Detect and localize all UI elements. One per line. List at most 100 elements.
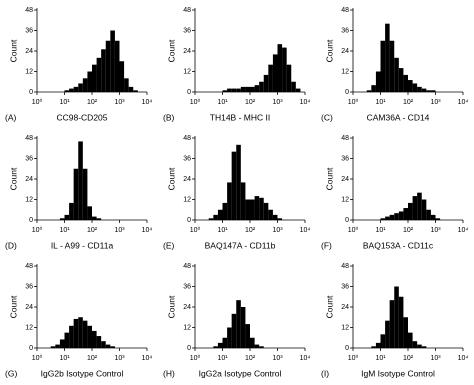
histogram-bar	[282, 47, 287, 92]
y-tick-label: 24	[183, 176, 191, 183]
x-tick-label: 10²	[245, 227, 256, 234]
histogram-bar	[254, 344, 260, 348]
histogram-bar	[403, 208, 408, 220]
histogram-bar	[421, 346, 427, 348]
histogram-bar	[105, 344, 111, 348]
histogram-bar	[96, 57, 102, 92]
histogram-bar	[110, 346, 115, 348]
panel-title: IgM Isotype Control	[361, 368, 435, 378]
y-axis-label: Count	[166, 167, 176, 190]
x-tick-label: 10³	[114, 355, 125, 362]
y-tick-label: 0	[345, 217, 349, 224]
histogram-bar	[421, 88, 427, 92]
histogram-bar	[87, 325, 92, 348]
y-tick-label: 24	[25, 48, 33, 55]
y-tick-label: 24	[183, 304, 191, 311]
panel-letter: (H)	[163, 368, 175, 378]
histogram-bar	[110, 30, 115, 92]
y-axis-label: Count	[324, 295, 334, 318]
x-tick-label: 10⁴	[458, 355, 469, 362]
x-tick-label: 10²	[245, 99, 256, 106]
y-tick-label: 36	[25, 283, 33, 290]
x-tick-label: 10⁰	[190, 98, 201, 106]
x-tick-label: 10¹	[217, 227, 228, 234]
x-tick-label: 10⁴	[142, 355, 153, 362]
histogram-bar	[408, 80, 413, 92]
x-tick-label: 10⁰	[348, 354, 359, 362]
y-tick-label: 0	[29, 217, 33, 224]
y-tick-label: 36	[25, 27, 33, 34]
histogram-bar	[101, 341, 106, 348]
x-tick-label: 10³	[114, 99, 125, 106]
histogram-bar	[366, 90, 372, 92]
histogram-bar	[227, 88, 232, 92]
histogram-bar	[69, 202, 74, 220]
histogram-bar	[286, 64, 292, 92]
y-tick-label: 24	[25, 176, 33, 183]
histogram-bar	[73, 318, 79, 348]
x-tick-label: 10⁰	[32, 226, 43, 234]
x-tick-label: 10²	[403, 355, 414, 362]
y-tick-label: 48	[25, 135, 33, 142]
histogram-bar	[222, 337, 228, 348]
y-tick-label: 12	[183, 68, 191, 75]
y-tick-label: 0	[29, 345, 33, 352]
panel-title: IL - A99 - CD11a	[51, 240, 114, 250]
histogram-bar	[403, 74, 408, 92]
x-tick-label: 10⁴	[300, 227, 311, 234]
y-tick-label: 12	[25, 68, 33, 75]
histogram-bar	[82, 320, 88, 348]
histogram-bar	[128, 86, 134, 92]
histogram-bar	[124, 78, 129, 92]
y-tick-label: 0	[345, 89, 349, 96]
histogram-bar	[291, 81, 296, 92]
histogram-bar	[114, 40, 120, 92]
x-tick-label: 10²	[403, 99, 414, 106]
y-tick-label: 36	[183, 283, 191, 290]
histogram-bar	[259, 81, 264, 92]
x-tick-label: 10³	[430, 355, 441, 362]
y-tick-label: 24	[341, 176, 349, 183]
histogram-bar	[240, 86, 246, 92]
histogram-bar	[389, 40, 395, 92]
histogram-bar	[50, 346, 56, 348]
y-tick-label: 0	[187, 217, 191, 224]
histogram-bar	[119, 61, 125, 92]
histogram-bar	[82, 168, 88, 220]
y-tick-label: 12	[341, 324, 349, 331]
histogram-bar	[426, 90, 431, 92]
x-tick-label: 10⁴	[300, 99, 311, 106]
y-tick-label: 48	[183, 135, 191, 142]
histogram-bar	[96, 336, 102, 348]
histogram-bar	[254, 85, 260, 92]
y-axis-label: Count	[324, 167, 334, 190]
histogram-bar	[263, 74, 269, 92]
y-tick-label: 12	[25, 324, 33, 331]
histogram-bar	[240, 307, 246, 348]
histogram-bar	[385, 216, 390, 220]
histogram-bar	[430, 214, 436, 220]
histogram-bar	[389, 300, 395, 348]
x-tick-label: 10⁴	[142, 99, 153, 106]
y-axis-label: Count	[166, 39, 176, 62]
histogram-bar	[259, 346, 264, 348]
y-axis-label: Count	[8, 167, 18, 190]
histogram-bar	[245, 199, 250, 220]
y-tick-label: 48	[25, 263, 33, 270]
histogram-bar	[250, 199, 255, 220]
histogram-bar	[92, 330, 97, 348]
y-tick-label: 0	[187, 345, 191, 352]
y-tick-label: 48	[341, 7, 349, 14]
histogram-bar	[380, 40, 386, 92]
panel-title: CAM36A - CD14	[367, 112, 430, 122]
panel-letter: (C)	[321, 112, 333, 122]
histogram-bar	[101, 49, 106, 92]
x-tick-label: 10⁰	[348, 98, 359, 106]
histogram-bar	[412, 196, 418, 220]
y-tick-label: 12	[183, 324, 191, 331]
histogram-bar	[64, 90, 70, 92]
x-tick-label: 10³	[272, 227, 283, 234]
histogram-bar	[417, 192, 422, 220]
panel-letter: (D)	[5, 240, 17, 250]
